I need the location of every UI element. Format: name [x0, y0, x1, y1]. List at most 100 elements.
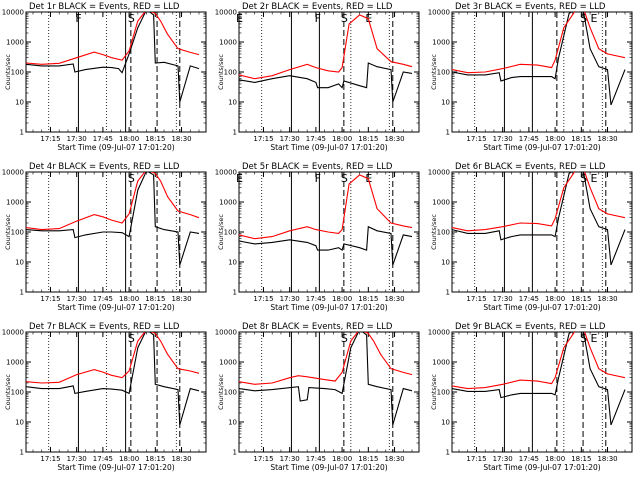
plot-frame [238, 331, 420, 453]
x-tick-label: 17:30 [280, 455, 300, 463]
y-tick-label: 1000 [219, 199, 237, 207]
y-axis-title: Counts/sec [4, 374, 12, 410]
y-tick-label: 10000 [428, 9, 450, 17]
plot-frame [25, 331, 207, 453]
panel-det-1: Det 1r BLACK = Events, RED = LLD 1 10 100 10… [2, 2, 207, 152]
events-line [26, 12, 200, 103]
x-tick-label: 18:15 [571, 135, 591, 143]
lld-line [26, 12, 200, 65]
events-line [239, 62, 413, 103]
y-tick-label: 1000 [6, 39, 24, 47]
y-tick-label: 1000 [432, 199, 450, 207]
y-tick-label: 10 [15, 419, 24, 427]
events-line [452, 332, 626, 426]
y-tick-label: 10000 [2, 169, 24, 177]
y-tick-label: 1000 [219, 39, 237, 47]
x-tick-label: 17:30 [67, 135, 87, 143]
y-tick-label: 10 [441, 99, 450, 107]
y-tick-label: 10 [15, 99, 24, 107]
y-tick-label: 100 [11, 69, 24, 77]
x-tick-label: 17:30 [280, 135, 300, 143]
y-tick-label: 1000 [6, 359, 24, 367]
plot-data [239, 14, 413, 103]
y-axis-title: Counts/sec [430, 374, 438, 410]
y-tick-label: 1 [20, 449, 24, 457]
y-axis-title: Counts/sec [217, 374, 225, 410]
x-tick-label: 17:45 [519, 135, 539, 143]
x-tick-label: 17:30 [67, 295, 87, 303]
plot-data [452, 172, 626, 266]
y-tick-label: 10 [228, 259, 237, 267]
x-axis-title: Start Time (09-Jul-07 17:01:20) [270, 303, 387, 312]
y-tick-label: 10000 [215, 9, 237, 17]
panel-title: Det 4r BLACK = Events, RED = LLD [29, 162, 180, 172]
events-line [452, 12, 626, 106]
panel-det-7: Det 7r BLACK = Events, RED = LLD 1 10 100 10… [2, 322, 207, 472]
y-tick-label: 10 [15, 259, 24, 267]
y-tick-label: 100 [224, 69, 237, 77]
x-axis-title: Start Time (09-Jul-07 17:01:20) [270, 463, 387, 472]
plot-data [26, 332, 200, 426]
x-tick-label: 18:15 [571, 295, 591, 303]
y-tick-label: 100 [224, 389, 237, 397]
x-tick-label: 17:30 [493, 455, 513, 463]
y-tick-label: 1 [233, 129, 237, 137]
y-axis-title: Counts/sec [217, 214, 225, 250]
x-tick-label: 17:45 [306, 455, 326, 463]
x-axis-title: Start Time (09-Jul-07 17:01:20) [483, 303, 600, 312]
x-tick-label: 18:00 [119, 295, 139, 303]
panel-title: Det 3r BLACK = Events, RED = LLD [455, 2, 606, 12]
x-axis-title: Start Time (09-Jul-07 17:01:20) [483, 143, 600, 152]
y-tick-label: 10000 [2, 329, 24, 337]
x-tick-label: 17:45 [519, 295, 539, 303]
events-line [26, 172, 200, 266]
y-tick-label: 1000 [219, 359, 237, 367]
state-marker: S [341, 172, 348, 185]
x-tick-label: 18:15 [358, 135, 378, 143]
state-marker: F [315, 172, 321, 185]
x-tick-label: 18:15 [358, 455, 378, 463]
y-tick-label: 10 [441, 259, 450, 267]
x-tick-label: 17:30 [493, 295, 513, 303]
x-tick-label: 18:00 [545, 455, 565, 463]
panel-title: Det 5r BLACK = Events, RED = LLD [242, 162, 393, 172]
state-marker: S [580, 12, 587, 25]
y-tick-label: 10 [441, 419, 450, 427]
x-tick-label: 17:30 [493, 135, 513, 143]
x-tick-label: 18:30 [171, 135, 191, 143]
x-tick-label: 17:45 [93, 295, 113, 303]
lld-line [26, 332, 200, 384]
x-tick-label: 17:45 [306, 135, 326, 143]
x-tick-label: 18:15 [145, 455, 165, 463]
panel-title: Det 9r BLACK = Events, RED = LLD [455, 322, 606, 332]
x-tick-label: 18:00 [332, 135, 352, 143]
events-line [239, 225, 413, 266]
panel-det-3: Det 3r BLACK = Events, RED = LLD 1 10 100 10… [428, 2, 633, 152]
panel-title: Det 6r BLACK = Events, RED = LLD [455, 162, 606, 172]
y-tick-label: 1 [20, 129, 24, 137]
y-tick-label: 10 [228, 419, 237, 427]
y-tick-label: 10000 [215, 169, 237, 177]
x-tick-label: 18:15 [358, 295, 378, 303]
y-tick-label: 10000 [2, 9, 24, 17]
y-tick-label: 1 [446, 449, 450, 457]
state-marker: S [128, 12, 135, 25]
panel-det-6: Det 6r BLACK = Events, RED = LLD 1 10 100 10… [428, 162, 633, 312]
x-tick-label: 18:00 [119, 135, 139, 143]
y-tick-label: 100 [11, 389, 24, 397]
x-tick-label: 17:15 [253, 295, 273, 303]
lld-line [26, 172, 200, 231]
plot-data [26, 12, 200, 103]
y-axis-title: Counts/sec [217, 54, 225, 90]
x-tick-label: 17:15 [466, 295, 486, 303]
state-marker: S [580, 172, 587, 185]
panel-det-9: Det 9r BLACK = Events, RED = LLD 1 10 100 10… [428, 322, 633, 472]
x-tick-label: 18:00 [545, 135, 565, 143]
panel-det-8: Det 8r BLACK = Events, RED = LLD 1 10 100 10… [215, 322, 420, 472]
events-line [239, 332, 413, 426]
x-tick-label: 17:45 [93, 455, 113, 463]
x-tick-label: 17:30 [280, 295, 300, 303]
x-tick-label: 18:30 [171, 455, 191, 463]
panel-title: Det 2r BLACK = Events, RED = LLD [242, 2, 393, 12]
